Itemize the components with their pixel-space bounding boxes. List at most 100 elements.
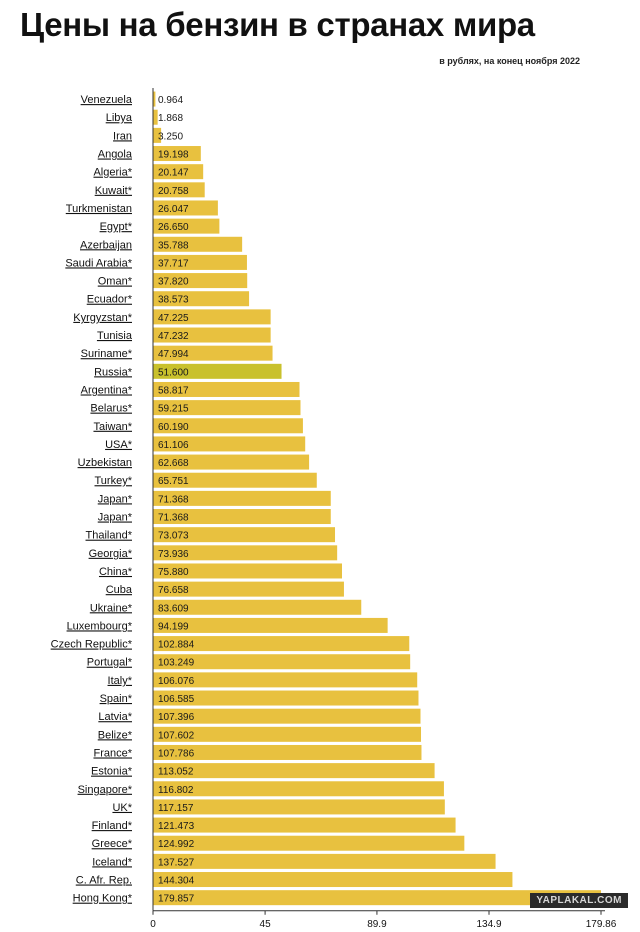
bar	[153, 817, 456, 833]
bar	[153, 726, 422, 742]
category-label: Oman*	[98, 276, 133, 288]
value-label: 60.190	[158, 422, 189, 433]
bar	[153, 327, 271, 343]
value-label: 102.884	[158, 640, 195, 651]
category-label: UK*	[112, 802, 132, 814]
category-label: Finland*	[92, 820, 133, 832]
value-label: 3.250	[158, 131, 183, 142]
value-label: 113.052	[158, 767, 194, 778]
category-label: Russia*	[94, 366, 133, 378]
x-tick-label: 45	[260, 919, 272, 930]
category-label: Taiwan*	[93, 421, 132, 433]
category-label: Estonia*	[91, 766, 133, 778]
category-label: Angola	[98, 149, 133, 161]
bar	[153, 109, 158, 125]
bar	[153, 309, 271, 325]
category-label: Spain*	[100, 693, 133, 705]
value-label: 62.668	[158, 458, 189, 469]
value-label: 107.396	[158, 712, 195, 723]
value-label: 58.817	[158, 385, 189, 396]
category-label: Uzbekistan	[78, 457, 132, 469]
value-label: 35.788	[158, 240, 189, 251]
value-label: 144.304	[158, 876, 195, 887]
category-label: Georgia*	[89, 548, 133, 560]
value-label: 20.758	[158, 186, 189, 197]
bar	[153, 218, 220, 234]
value-label: 61.106	[158, 440, 189, 451]
value-label: 106.585	[158, 694, 195, 705]
x-tick-label: 89.9	[367, 919, 387, 930]
value-label: 121.473	[158, 821, 195, 832]
category-label: Tunisia	[97, 330, 133, 342]
value-label: 124.992	[158, 839, 195, 850]
value-label: 47.225	[158, 313, 189, 324]
value-label: 65.751	[158, 476, 189, 487]
category-label: Libya	[106, 112, 133, 124]
x-tick-label: 0	[150, 919, 156, 930]
bar	[153, 599, 362, 615]
value-label: 26.650	[158, 222, 189, 233]
category-label: Saudi Arabia*	[65, 257, 132, 269]
value-label: 106.076	[158, 676, 195, 687]
category-label: Belarus*	[90, 403, 132, 415]
value-label: 179.857	[158, 894, 195, 905]
bar	[153, 436, 306, 452]
x-tick-label: 134.9	[476, 919, 501, 930]
watermark: YAPLAKAL.COM	[530, 893, 628, 908]
bar	[153, 636, 410, 652]
bar	[153, 91, 156, 107]
value-label: 117.157	[158, 803, 194, 814]
bar	[153, 345, 273, 361]
category-label: Kuwait*	[95, 185, 133, 197]
bar	[153, 400, 301, 416]
bar	[153, 164, 204, 180]
bar	[153, 781, 444, 797]
category-label: Czech Republic*	[51, 639, 133, 651]
value-label: 103.249	[158, 658, 195, 669]
bar	[153, 418, 303, 434]
category-label: Suriname*	[81, 348, 133, 360]
bar	[153, 490, 331, 506]
bar	[153, 509, 331, 525]
category-label: Greece*	[92, 838, 133, 850]
value-label: 73.073	[158, 531, 189, 542]
value-label: 75.880	[158, 567, 189, 578]
value-label: 37.717	[158, 258, 189, 269]
bar	[153, 617, 388, 633]
category-label: Egypt*	[100, 221, 133, 233]
value-label: 107.786	[158, 748, 195, 759]
bar	[153, 527, 336, 543]
bar	[153, 672, 418, 688]
value-label: 37.820	[158, 277, 189, 288]
bar	[153, 835, 465, 851]
category-label: France*	[93, 747, 132, 759]
bar	[153, 146, 201, 162]
category-label: Japan*	[98, 512, 133, 524]
value-label: 73.936	[158, 549, 189, 560]
category-label: Cuba	[106, 584, 133, 596]
bar	[153, 872, 513, 888]
bar	[153, 273, 248, 289]
category-label: Portugal*	[87, 657, 133, 669]
value-label: 137.527	[158, 857, 195, 868]
bar	[153, 799, 445, 815]
category-label: Iran	[113, 130, 132, 142]
category-label: Algeria*	[93, 167, 132, 179]
bar	[153, 744, 422, 760]
category-label: Iceland*	[92, 856, 132, 868]
value-label: 47.994	[158, 349, 189, 360]
value-label: 71.368	[158, 513, 189, 524]
category-label: Venezuela	[81, 94, 133, 106]
bar	[153, 381, 300, 397]
category-label: China*	[99, 566, 133, 578]
bar	[153, 236, 243, 252]
value-label: 71.368	[158, 494, 189, 505]
bar	[153, 563, 343, 579]
bar	[153, 127, 162, 143]
category-label: USA*	[105, 439, 133, 451]
category-label: Hong Kong*	[73, 893, 133, 905]
category-label: Thailand*	[86, 530, 133, 542]
bar	[153, 472, 317, 488]
value-label: 38.573	[158, 295, 189, 306]
